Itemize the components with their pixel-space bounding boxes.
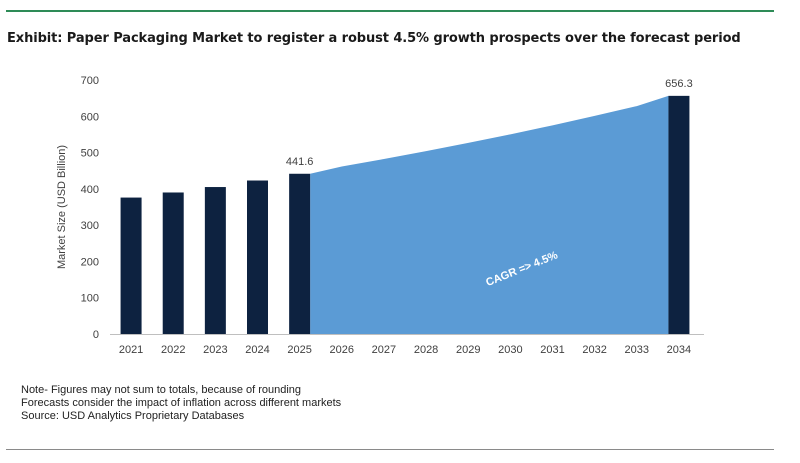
- x-tick-label-2024: 2024: [245, 344, 269, 356]
- x-tick-label-2021: 2021: [119, 344, 143, 356]
- x-tick-label-2028: 2028: [414, 344, 438, 356]
- bar-2034: [668, 95, 690, 334]
- bar-2021: [120, 197, 142, 334]
- footnote-source: Source: USD Analytics Proprietary Databa…: [21, 410, 245, 422]
- exhibit-title: Exhibit: Paper Packaging Market to regis…: [7, 31, 741, 46]
- footnote-rounding: Note- Figures may not sum to totals, bec…: [21, 384, 302, 396]
- footnote-inflation: Forecasts consider the impact of inflati…: [21, 397, 342, 409]
- footnotes: Note- Figures may not sum to totals, bec…: [21, 384, 341, 423]
- data-label-2034: 656.3: [665, 78, 693, 90]
- x-tick-label-2027: 2027: [372, 344, 396, 356]
- y-tick-label-0: 0: [93, 329, 99, 341]
- y-axis-label: Market Size (USD Billion): [56, 145, 68, 269]
- y-tick-label-500: 500: [81, 148, 99, 160]
- top-divider: [6, 10, 774, 12]
- bar-2022: [162, 192, 184, 334]
- x-tick-label-2033: 2033: [625, 344, 649, 356]
- x-tick-label-2032: 2032: [582, 344, 606, 356]
- x-tick-label-2034: 2034: [667, 344, 691, 356]
- x-tick-label-2030: 2030: [498, 344, 522, 356]
- x-tick-label-2031: 2031: [540, 344, 564, 356]
- x-tick-label-2023: 2023: [203, 344, 227, 356]
- forecast-area: [310, 95, 669, 334]
- y-tick-label-300: 300: [81, 220, 99, 232]
- y-tick-label-700: 700: [81, 75, 99, 87]
- x-tick-label-2022: 2022: [161, 344, 185, 356]
- bar-2024: [247, 180, 268, 334]
- bottom-divider: [6, 449, 774, 450]
- bar-2025: [289, 173, 311, 334]
- x-tick-label-2026: 2026: [330, 344, 354, 356]
- y-tick-label-400: 400: [81, 184, 99, 196]
- y-tick-label-100: 100: [81, 293, 99, 305]
- bar-2023: [204, 187, 226, 334]
- x-tick-label-2025: 2025: [287, 344, 311, 356]
- x-tick-label-2029: 2029: [456, 344, 480, 356]
- y-tick-label-600: 600: [81, 111, 99, 123]
- y-tick-label-200: 200: [81, 256, 99, 268]
- data-label-2025: 441.6: [286, 156, 314, 168]
